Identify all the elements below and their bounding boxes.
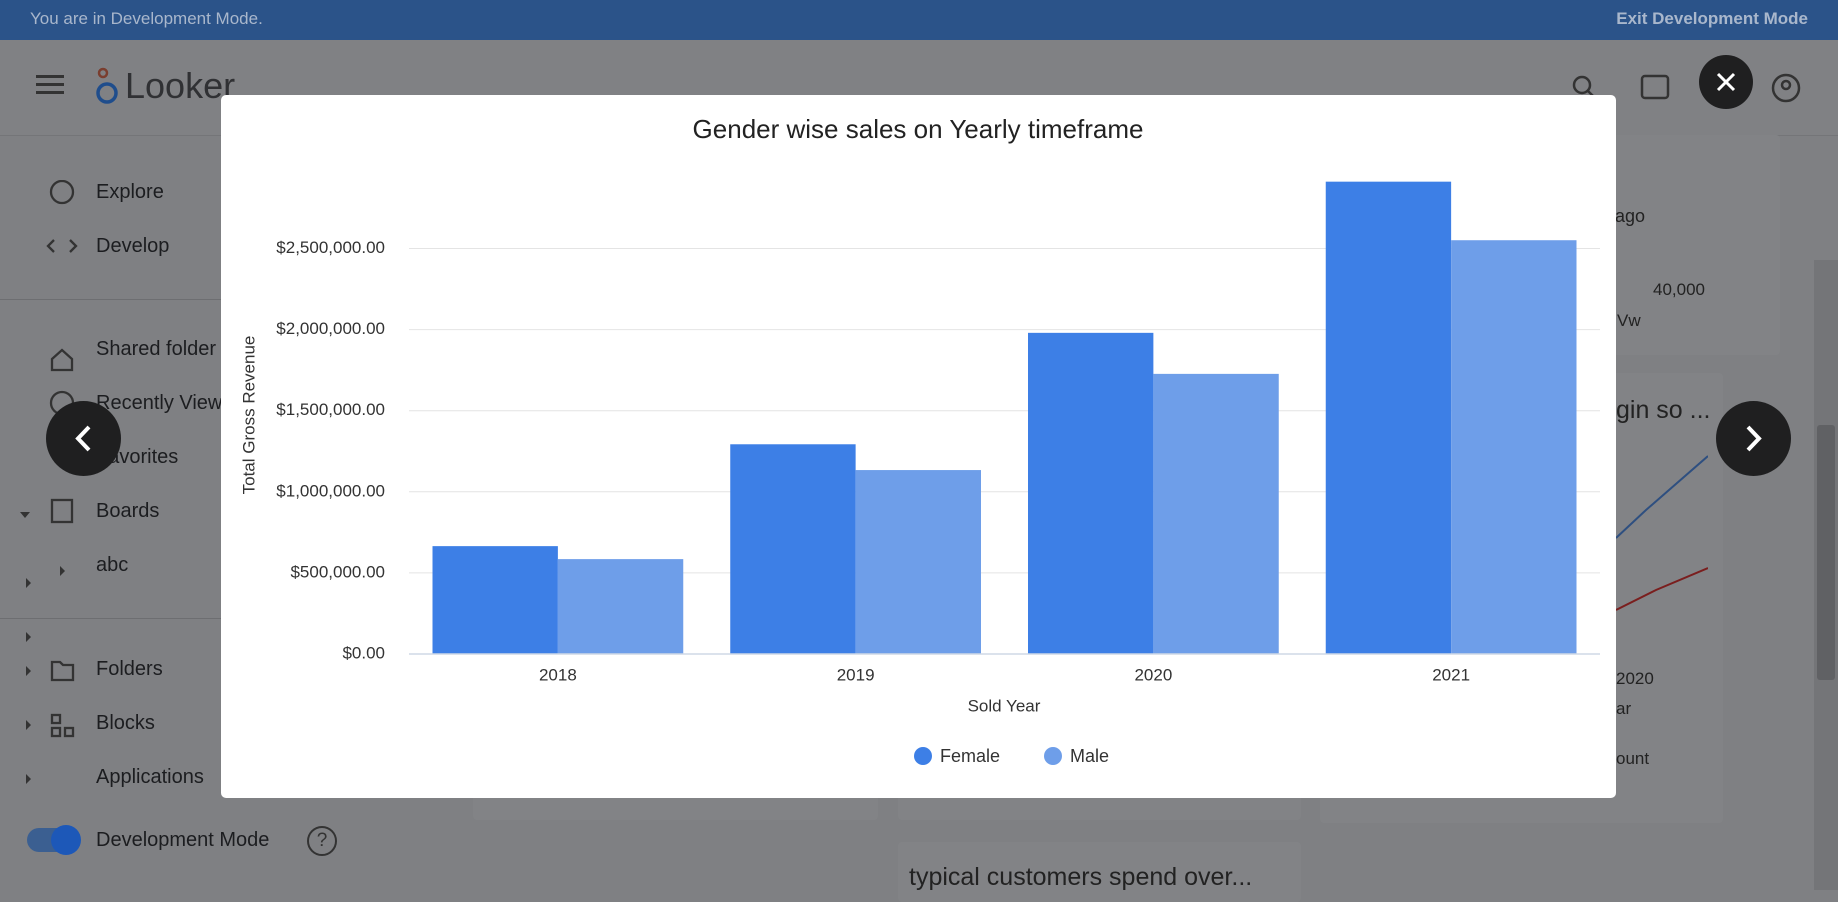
- x-axis-title: Sold Year: [968, 696, 1041, 715]
- nav-item[interactable]: Explore: [96, 181, 164, 203]
- account-icon[interactable]: [1770, 72, 1802, 104]
- nav-item[interactable]: abc: [96, 554, 129, 576]
- nav-item[interactable]: Shared folder: [96, 338, 217, 360]
- divider: [0, 618, 255, 619]
- x-tick-label: 2020: [1134, 665, 1172, 684]
- divider: [0, 299, 255, 300]
- dev-mode-toggle-label: Development Mode: [96, 829, 270, 851]
- legend-label: Female: [940, 746, 1000, 766]
- bar: [855, 470, 981, 654]
- tile-text: ar: [1616, 699, 1632, 718]
- legend-marker: [914, 747, 932, 765]
- logo-text: Looker: [125, 65, 236, 106]
- legend-marker: [1044, 747, 1062, 765]
- x-tick-label: 2018: [539, 665, 577, 684]
- y-tick-label: $2,500,000.00: [276, 238, 385, 257]
- nav-item[interactable]: Folders: [96, 658, 163, 680]
- tile-text: Vw: [1617, 311, 1641, 330]
- bar: [730, 444, 856, 654]
- y-tick-label: $1,500,000.00: [276, 400, 385, 419]
- nav-item[interactable]: Develop: [96, 235, 170, 257]
- help-icon[interactable]: ?: [307, 826, 337, 856]
- banner-message: You are in Development Mode.: [30, 9, 263, 28]
- y-tick-label: $500,000.00: [290, 562, 385, 581]
- legend-label: Male: [1070, 746, 1109, 766]
- bar: [1153, 373, 1279, 654]
- y-axis-title: Total Gross Revenue: [239, 336, 258, 495]
- bar: [1325, 181, 1452, 654]
- menu-icon[interactable]: [36, 73, 66, 97]
- tile-title: gin so ...: [1616, 396, 1711, 424]
- prev-button[interactable]: [46, 401, 121, 476]
- bar: [557, 559, 684, 654]
- tile-text: 40,000: [1653, 280, 1705, 299]
- bar: [1028, 332, 1154, 654]
- chart-title: Gender wise sales on Yearly timeframe: [693, 114, 1144, 144]
- bar: [1451, 240, 1577, 654]
- dev-mode-banner: You are in Development Mode. Exit Develo…: [0, 0, 1838, 40]
- tile-title: typical customers spend over...: [909, 863, 1253, 891]
- scrollbar[interactable]: [1814, 260, 1838, 890]
- close-button[interactable]: [1699, 55, 1753, 109]
- nav-item[interactable]: Recently View: [96, 392, 223, 414]
- tile-lines: [1616, 455, 1708, 611]
- nav-item[interactable]: Blocks: [96, 712, 155, 734]
- nav-item[interactable]: Applications: [96, 766, 204, 788]
- tile-text: 2020: [1616, 669, 1654, 688]
- y-tick-label: $1,000,000.00: [276, 481, 385, 500]
- y-tick-label: $2,000,000.00: [276, 319, 385, 338]
- x-tick-label: 2021: [1432, 665, 1470, 684]
- toggle-knob[interactable]: [51, 825, 81, 855]
- chart: Gender wise sales on Yearly timeframe So…: [239, 114, 1600, 766]
- x-tick-label: 2019: [837, 665, 875, 684]
- tile-text: ount: [1616, 749, 1650, 768]
- nav-icons: [20, 180, 78, 784]
- logo-icon: [96, 67, 118, 104]
- next-button[interactable]: [1716, 401, 1791, 476]
- tile-text: ago: [1615, 206, 1646, 226]
- nav-item[interactable]: Boards: [96, 500, 160, 522]
- exit-dev-mode[interactable]: Exit Development Mode: [1616, 9, 1808, 28]
- chart-modal: Gender wise sales on Yearly timeframe So…: [221, 95, 1616, 798]
- marketplace-icon[interactable]: [1639, 72, 1671, 102]
- y-tick-label: $0.00: [342, 643, 385, 662]
- bar: [432, 546, 558, 654]
